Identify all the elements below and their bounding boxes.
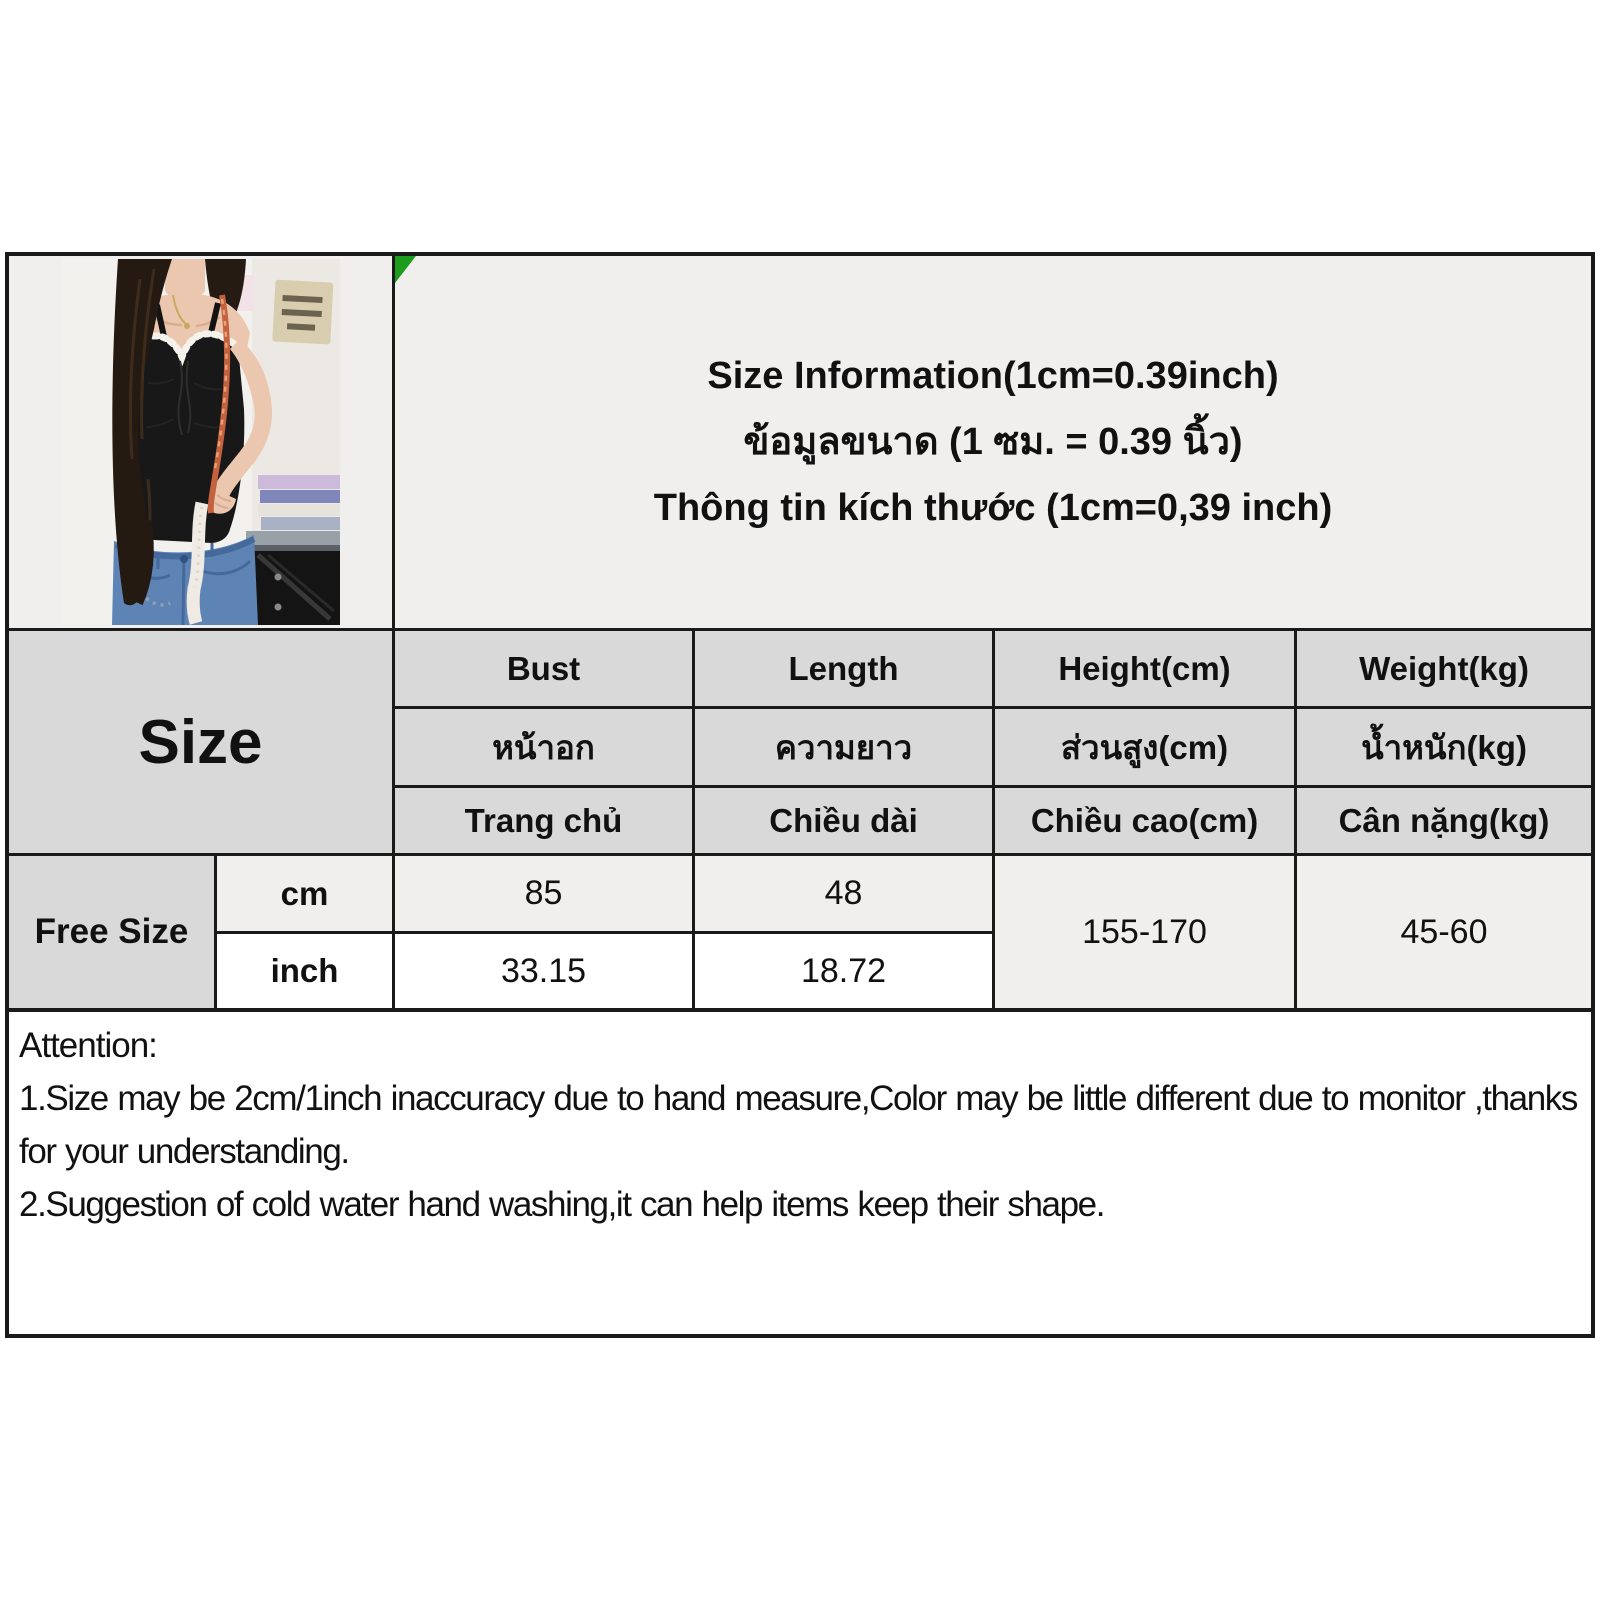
- size-corner-label: Size: [9, 631, 392, 853]
- col-header-height-en: Height(cm): [995, 631, 1294, 706]
- col-header-height-vi: Chiều cao(cm): [995, 788, 1294, 853]
- col-header-length-vi: Chiều dài: [695, 788, 992, 853]
- unit-label-inch: inch: [217, 934, 392, 1008]
- col-header-length-th: ความยาว: [695, 709, 992, 785]
- title-line-en: Size Information(1cm=0.39inch): [707, 355, 1279, 397]
- title-line-th: ข้อมูลขนาด (1 ซม. = 0.39 นิ้ว): [743, 421, 1243, 463]
- col-header-weight-vi: Cân nặng(kg): [1297, 788, 1591, 853]
- length-cm-value: 48: [695, 856, 992, 931]
- col-header-bust-vi: Trang chủ: [395, 788, 692, 853]
- title-block: Size Information(1cm=0.39inch) ข้อมูลขนา…: [395, 256, 1591, 628]
- col-header-weight-th: น้ำหนัก(kg): [1297, 709, 1591, 785]
- col-header-length-en: Length: [695, 631, 992, 706]
- attention-item-2: 2.Suggestion of cold water hand washing,…: [19, 1185, 1105, 1224]
- col-header-height-th: ส่วนสูง(cm): [995, 709, 1294, 785]
- attention-box: Attention: 1.Size may be 2cm/1inch inacc…: [5, 1012, 1595, 1338]
- size-chart-table: Size Information(1cm=0.39inch) ข้อมูลขนา…: [5, 252, 1595, 1012]
- col-header-weight-en: Weight(kg): [1297, 631, 1591, 706]
- length-inch-value: 18.72: [695, 934, 992, 1008]
- bust-inch-value: 33.15: [395, 934, 692, 1008]
- green-corner-marker-icon: [395, 256, 416, 283]
- size-row-label: Free Size: [9, 856, 214, 1008]
- height-range-value: 155-170: [995, 856, 1294, 1008]
- col-header-bust-th: หน้าอก: [395, 709, 692, 785]
- weight-range-value: 45-60: [1297, 856, 1591, 1008]
- title-line-vi: Thông tin kích thước (1cm=0,39 inch): [653, 487, 1333, 529]
- model-photo-illustration: [61, 259, 340, 625]
- attention-item-1: 1.Size may be 2cm/1inch inaccuracy due t…: [19, 1079, 1578, 1171]
- unit-label-cm: cm: [217, 856, 392, 931]
- product-photo: [9, 256, 392, 628]
- bust-cm-value: 85: [395, 856, 692, 931]
- attention-heading: Attention:: [19, 1026, 158, 1065]
- col-header-bust-en: Bust: [395, 631, 692, 706]
